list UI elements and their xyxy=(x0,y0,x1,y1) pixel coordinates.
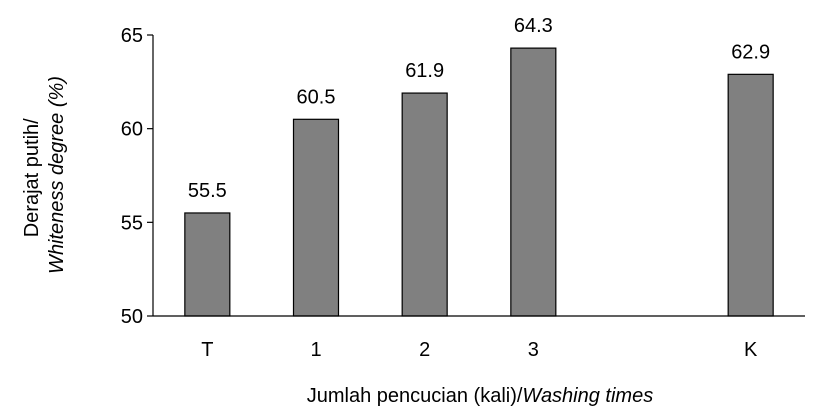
bar-1 xyxy=(292,118,340,317)
bar-T xyxy=(184,212,231,317)
x-ticks-group: T 1 2 3 K xyxy=(201,339,758,361)
x-tick-label-K: K xyxy=(744,339,758,361)
bar-2 xyxy=(401,92,448,317)
y-tick-label-60: 60 xyxy=(121,119,143,141)
bar-K xyxy=(727,73,774,317)
data-label-T: 55.5 xyxy=(188,180,227,202)
bar-3 xyxy=(510,47,557,317)
y-ticks-group: 50 55 60 65 xyxy=(121,25,153,328)
y-tick-label-65: 65 xyxy=(121,25,143,47)
y-tick-label-55: 55 xyxy=(121,212,143,234)
x-tick-label-1: 1 xyxy=(310,339,321,361)
data-label-3: 64.3 xyxy=(514,15,553,37)
data-label-K: 62.9 xyxy=(731,41,770,63)
data-label-1: 60.5 xyxy=(297,86,336,108)
x-axis-title-plain: Jumlah pencucian (kali)/ xyxy=(307,385,523,407)
y-axis-title: Derajat putih/ Whiteness degree (%) xyxy=(21,76,68,274)
x-tick-label-2: 2 xyxy=(419,339,430,361)
data-labels-group: 55.5 60.5 61.9 64.3 62.9 xyxy=(188,15,770,202)
x-axis-title-italic: Washing times xyxy=(522,385,653,407)
y-axis-title-line2: Whiteness degree (%) xyxy=(46,76,68,274)
bars-group xyxy=(184,47,774,317)
x-tick-label-T: T xyxy=(201,339,213,361)
y-axis-title-line1: Derajat putih/ xyxy=(21,118,43,237)
x-axis-title: Jumlah pencucian (kali)/Washing times xyxy=(307,385,653,407)
y-tick-label-50: 50 xyxy=(121,306,143,328)
x-tick-label-3: 3 xyxy=(528,339,539,361)
data-label-2: 61.9 xyxy=(405,60,444,82)
